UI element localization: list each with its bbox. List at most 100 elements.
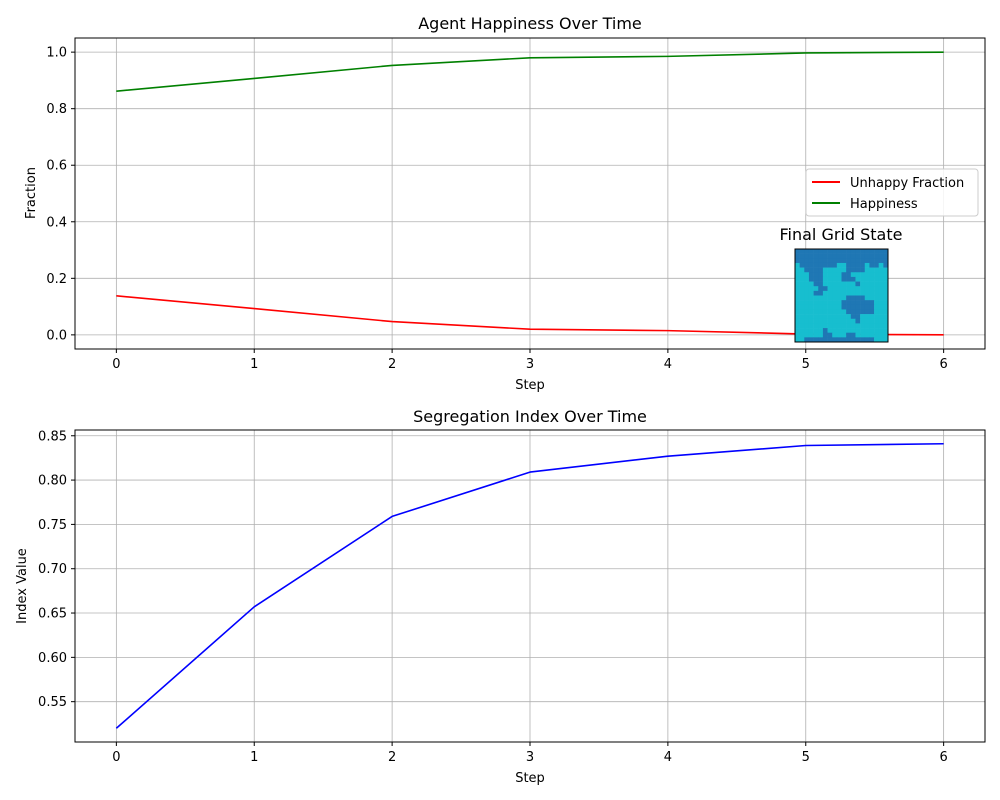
grid-cell xyxy=(813,332,819,338)
grid-cell xyxy=(860,272,866,278)
x-tick-label: 1 xyxy=(250,750,258,765)
series-line-series-0 xyxy=(115,442,944,729)
grid-cell xyxy=(836,323,842,329)
grid-cell xyxy=(804,332,810,338)
grid-cell xyxy=(841,314,847,320)
grid-cell xyxy=(799,258,805,264)
grid-cell xyxy=(799,323,805,329)
grid-cell xyxy=(813,300,819,306)
grid-cell xyxy=(799,328,805,333)
grid-cell xyxy=(822,267,828,273)
grid-cell xyxy=(883,309,889,315)
grid-cell xyxy=(795,276,800,282)
grid-cell xyxy=(799,262,805,268)
grid-cell xyxy=(874,249,879,254)
grid-cell xyxy=(846,318,852,324)
grid-cell xyxy=(804,314,810,320)
grid-cell xyxy=(804,290,810,296)
grid-cell xyxy=(841,262,847,268)
grid-cell xyxy=(832,253,838,259)
grid-cell xyxy=(860,314,866,320)
grid-cell xyxy=(808,318,814,324)
grid-cell xyxy=(813,309,819,315)
grid-cell xyxy=(818,258,824,264)
grid-cell xyxy=(860,262,866,268)
grid-cell xyxy=(841,337,847,343)
grid-cell xyxy=(855,295,861,301)
grid-cell xyxy=(804,262,810,268)
grid-cell xyxy=(850,304,856,310)
grid-cell xyxy=(795,300,800,306)
grid-cell xyxy=(883,323,889,329)
y-tick-label: 0.8 xyxy=(46,102,67,117)
grid-cell xyxy=(832,286,838,292)
grid-cell xyxy=(804,328,810,333)
grid-cell xyxy=(836,295,842,301)
grid-cell xyxy=(799,337,805,343)
grid-cell xyxy=(808,267,814,273)
grid-cell xyxy=(846,328,852,333)
grid-cell xyxy=(832,328,838,333)
grid-cell xyxy=(860,300,866,306)
grid-cell xyxy=(827,267,833,273)
grid-cell xyxy=(822,318,828,324)
grid-cell xyxy=(836,304,842,310)
grid-cell xyxy=(878,249,884,254)
grid-cell xyxy=(878,309,884,315)
grid-cell xyxy=(836,258,842,264)
x-tick-label: 3 xyxy=(526,750,534,765)
grid-cell xyxy=(874,304,879,310)
grid-cell xyxy=(864,295,870,301)
grid-cell xyxy=(860,328,866,333)
grid-cell xyxy=(822,328,828,333)
grid-cell xyxy=(869,272,875,278)
grid-cell xyxy=(804,281,810,287)
x-tick-label: 3 xyxy=(526,357,534,372)
grid-cell xyxy=(808,290,814,296)
grid-cell xyxy=(855,337,861,343)
grid-cell xyxy=(874,300,879,306)
grid-cell xyxy=(883,295,889,301)
grid-cell xyxy=(860,304,866,310)
grid-cell xyxy=(827,309,833,315)
happiness-chart: 0 1 2 3 4 5 6 0.0 0.2 0.4 0.6 0.8 1.0 Agent Happines… xyxy=(24,14,986,393)
segregation-chart: 0 1 2 3 4 5 6 0.55 0.60 0.65 0.70 0.75 0.80 0.85 Segr… xyxy=(15,407,986,786)
grid-cell xyxy=(799,286,805,292)
legend-label-happiness: Happiness xyxy=(850,197,918,212)
grid-cell xyxy=(883,249,889,254)
grid-cell xyxy=(883,262,889,268)
grid-cell xyxy=(827,249,833,254)
grid-cell xyxy=(799,276,805,282)
grid-cell xyxy=(827,276,833,282)
grid-cell xyxy=(841,253,847,259)
grid-cell xyxy=(836,262,842,268)
grid-cell xyxy=(874,328,879,333)
x-tick-label: 4 xyxy=(664,750,672,765)
grid-cell xyxy=(869,249,875,254)
x-tick-label: 5 xyxy=(802,357,810,372)
grid-cell xyxy=(878,286,884,292)
x-tick-label: 4 xyxy=(664,357,672,372)
grid-cell xyxy=(878,262,884,268)
grid-cell xyxy=(860,286,866,292)
grid-cell xyxy=(818,286,824,292)
y-tick-label: 0.6 xyxy=(46,159,67,174)
grid-cell xyxy=(795,249,800,254)
grid-cell xyxy=(836,290,842,296)
grid-cell xyxy=(827,328,833,333)
grid-cell xyxy=(795,253,800,259)
grid-cell xyxy=(813,281,819,287)
grid-cell xyxy=(874,314,879,320)
grid-cell xyxy=(808,272,814,278)
x-tick-label: 6 xyxy=(939,357,947,372)
grid-cell xyxy=(860,276,866,282)
grid-cell xyxy=(864,300,870,306)
grid-cell xyxy=(813,262,819,268)
grid-cell xyxy=(869,318,875,324)
grid-cell xyxy=(869,328,875,333)
grid-cell xyxy=(813,337,819,343)
grid-cell xyxy=(795,314,800,320)
chart-title: Segregation Index Over Time xyxy=(413,407,647,426)
grid-cell xyxy=(860,323,866,329)
grid-cell xyxy=(874,323,879,329)
